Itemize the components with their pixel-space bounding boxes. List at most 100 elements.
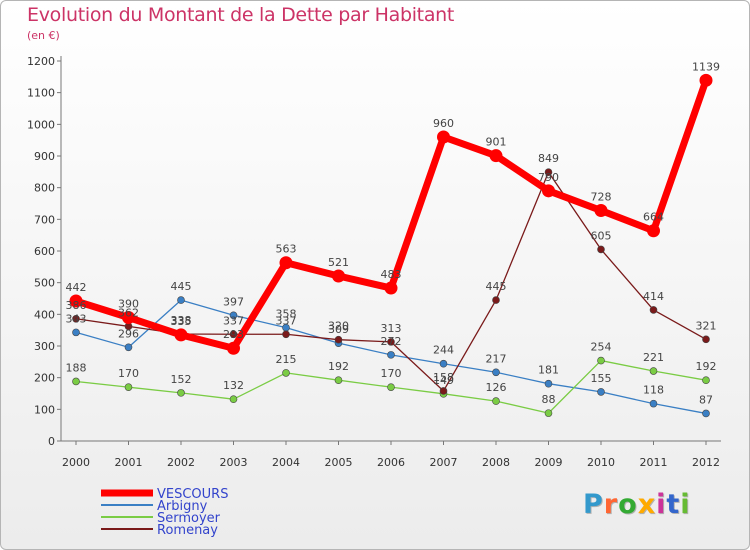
data-label: 483 [381,268,402,281]
data-point [174,328,188,342]
data-label: 386 [66,299,87,312]
data-point [702,376,710,385]
data-point [282,330,290,339]
data-label: 309 [328,323,349,336]
data-point [597,388,605,396]
data-label: 181 [538,364,559,377]
data-label: 87 [699,393,713,406]
data-label: 254 [591,341,612,354]
data-label: 901 [486,136,507,149]
data-label: 563 [276,243,297,256]
data-label: 293 [223,328,244,341]
data-label: 728 [591,190,612,203]
brand-letter: P [583,489,604,520]
data-label: 790 [538,171,559,184]
data-point [544,168,553,176]
legend-label: Romenay [157,523,218,538]
x-tick-label: 2006 [377,456,405,469]
data-point [332,269,345,283]
data-point [279,256,293,270]
y-tick-label: 1200 [27,55,55,68]
data-point [649,367,658,375]
data-point [649,399,658,408]
x-tick-label: 2002 [167,456,195,469]
data-point [387,383,395,391]
data-label: 320 [328,320,349,333]
data-point [492,397,500,405]
chart-subtitle: (en €) [27,29,60,42]
y-tick-label: 1100 [27,87,55,100]
data-point [177,296,185,304]
data-point [387,338,395,346]
data-point [282,369,290,377]
data-label: 362 [118,306,139,319]
data-label: 445 [171,280,192,293]
brand-letter: x [637,489,657,520]
data-label: 397 [223,295,244,308]
data-label: 343 [66,312,87,325]
data-point [122,311,135,324]
data-label: 170 [381,367,402,380]
y-tick-label: 100 [34,403,55,416]
data-label: 221 [643,351,664,364]
y-tick-label: 200 [34,372,55,385]
brand-letter: r [603,489,619,520]
data-label: 192 [696,360,717,373]
data-label: 149 [433,374,454,387]
data-point [229,311,238,320]
data-point [439,359,448,368]
data-label: 152 [171,373,192,386]
data-label: 132 [223,379,244,392]
data-label: 337 [223,314,244,327]
x-tick-label: 2009 [535,456,563,469]
data-point [544,409,553,417]
data-label: 296 [118,327,139,340]
data-point [124,383,133,391]
data-point [387,351,395,359]
data-point [439,387,448,395]
data-label: 217 [486,352,507,365]
data-point [597,356,605,365]
data-label: 321 [696,319,717,332]
data-point [334,376,343,385]
data-point [597,245,605,254]
data-point [69,294,83,308]
data-point [594,203,608,217]
data-point [72,328,80,337]
brand-letter: o [618,489,638,520]
x-tick-label: 2008 [482,456,510,469]
data-point [489,149,503,163]
x-tick-label: 2003 [220,456,248,469]
series-line [74,79,710,352]
data-point [647,224,660,238]
data-label: 414 [643,290,664,303]
data-point [334,335,343,344]
chart-title: Evolution du Montant de la Dette par Hab… [27,4,455,26]
y-tick-label: 400 [34,308,55,321]
data-label: 337 [276,314,297,327]
data-point [492,296,500,304]
x-tick-label: 2000 [62,456,90,469]
data-point [437,130,450,144]
x-tick-label: 2012 [692,456,720,469]
data-label: 192 [328,360,349,373]
data-label: 849 [538,152,559,165]
data-label: 188 [66,361,87,374]
x-tick-label: 2011 [640,456,668,469]
data-point [649,306,658,314]
data-label: 215 [276,353,297,366]
data-label: 442 [66,281,87,294]
data-point [177,389,185,397]
brand-letter: t [666,489,681,520]
data-label: 605 [591,229,612,242]
data-point [124,343,133,352]
data-point [72,377,80,386]
y-tick-label: 500 [34,277,55,290]
x-tick-label: 2004 [272,456,300,469]
data-label: 335 [171,315,192,328]
data-point [702,409,710,418]
y-tick-label: 700 [34,213,55,226]
brand-logo: Proxiti [583,489,691,520]
data-label: 155 [591,372,612,385]
